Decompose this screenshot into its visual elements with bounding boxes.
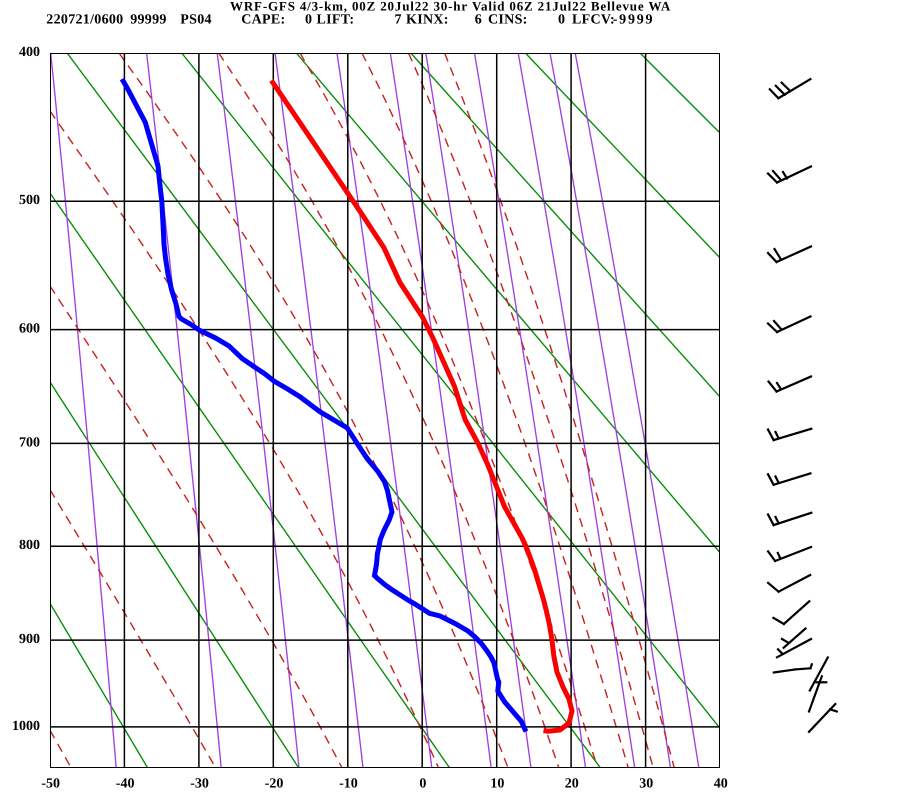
- svg-text:900: 900: [19, 632, 40, 647]
- svg-text:700: 700: [19, 435, 40, 450]
- svg-text:0: 0: [558, 13, 565, 28]
- svg-text:10: 10: [490, 776, 504, 791]
- svg-text:WRF-GFS 4/3-km, 00Z 20Jul22 30: WRF-GFS 4/3-km, 00Z 20Jul22 30-hr Valid …: [230, 0, 671, 14]
- svg-text:600: 600: [19, 322, 40, 337]
- svg-text:CAPE:: CAPE:: [241, 13, 285, 28]
- svg-text:-9999: -9999: [613, 13, 655, 28]
- svg-text:-10: -10: [339, 776, 358, 791]
- svg-text:500: 500: [19, 193, 40, 208]
- svg-text:400: 400: [19, 45, 40, 60]
- svg-text:7: 7: [395, 13, 402, 28]
- svg-text:-40: -40: [116, 776, 135, 791]
- svg-text:-30: -30: [190, 776, 209, 791]
- svg-text:220721/0600: 220721/0600: [46, 13, 123, 28]
- svg-text:-20: -20: [265, 776, 284, 791]
- svg-text:LIFT:: LIFT:: [317, 13, 355, 28]
- svg-text:CINS:: CINS:: [488, 13, 528, 28]
- svg-text:0: 0: [419, 776, 426, 791]
- svg-text:LFCV:: LFCV:: [572, 13, 615, 28]
- svg-text:1000: 1000: [12, 719, 40, 734]
- svg-text:40: 40: [714, 776, 728, 791]
- svg-text:99999: 99999: [130, 13, 167, 28]
- svg-text:KINX:: KINX:: [406, 13, 449, 28]
- svg-text:800: 800: [19, 538, 40, 553]
- svg-text:0: 0: [305, 13, 312, 28]
- svg-text:-50: -50: [41, 776, 60, 791]
- svg-text:20: 20: [565, 776, 579, 791]
- svg-text:PS04: PS04: [180, 13, 212, 28]
- svg-text:30: 30: [639, 776, 653, 791]
- svg-text:6: 6: [475, 13, 482, 28]
